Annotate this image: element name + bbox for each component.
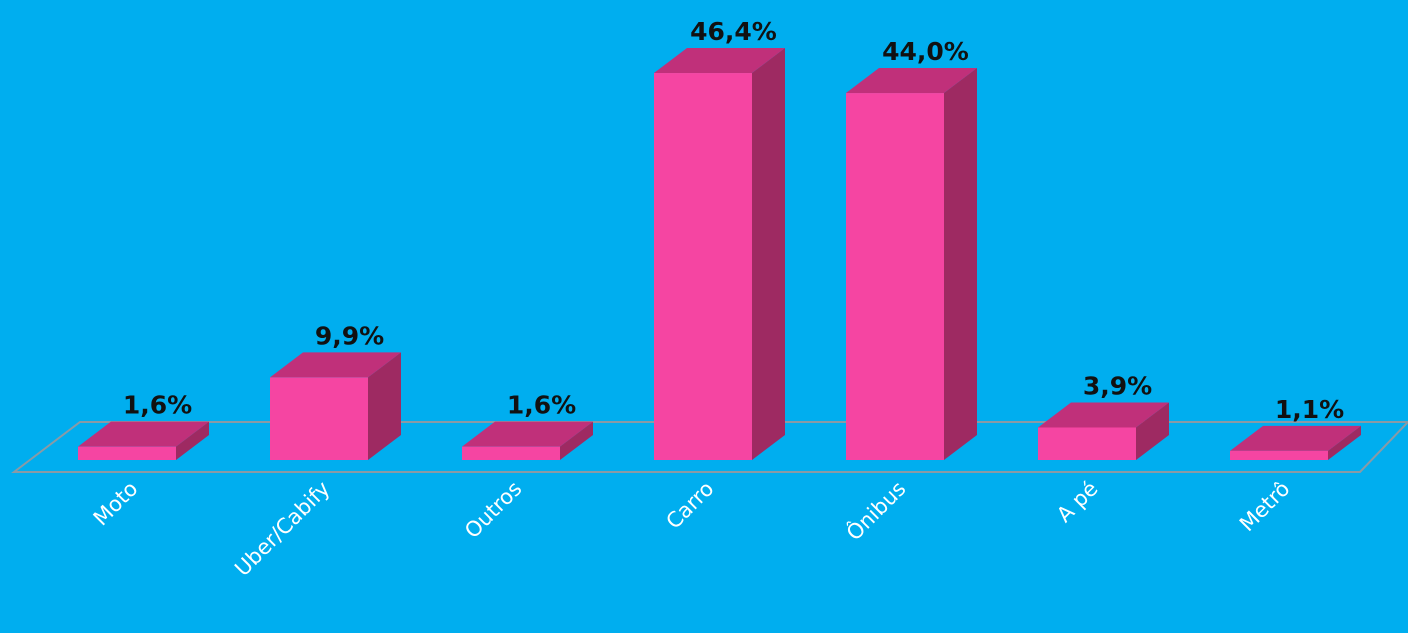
bar-top (270, 352, 401, 378)
data-label: 9,9% (315, 321, 384, 350)
bar (78, 446, 176, 460)
bar-top (654, 48, 785, 74)
bar-top (846, 68, 977, 94)
bar (1038, 427, 1136, 460)
bar (654, 73, 752, 461)
bar (846, 93, 944, 460)
bar (462, 446, 560, 460)
bar-top (1230, 425, 1361, 451)
bar (270, 377, 368, 460)
bar-side (1328, 425, 1361, 460)
bar-side (560, 421, 593, 460)
data-label: 46,4% (690, 17, 777, 46)
bar-side (176, 421, 209, 460)
bar-side (944, 68, 977, 460)
data-label: 1,6% (507, 391, 576, 420)
bar (1230, 450, 1328, 460)
bar-side (752, 48, 785, 461)
floor (11, 421, 1408, 473)
bar-side (368, 352, 401, 460)
data-label: 1,6% (123, 391, 192, 420)
data-label: 44,0% (882, 37, 969, 66)
bar-top (78, 421, 209, 447)
bar-top (1038, 402, 1169, 428)
bar-top (462, 421, 593, 447)
data-label: 1,1% (1275, 395, 1344, 424)
data-label: 3,9% (1083, 371, 1152, 400)
bar-side (1136, 402, 1169, 460)
